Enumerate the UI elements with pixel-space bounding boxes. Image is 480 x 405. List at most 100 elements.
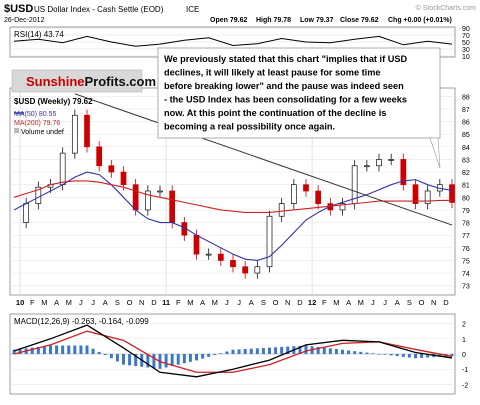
macd-histogram-bar [146, 354, 150, 368]
rsi-line [13, 35, 453, 47]
macd-histogram-bar [268, 347, 271, 354]
macd-histogram-bar [42, 346, 46, 354]
candle-body [290, 184, 297, 204]
candle-body [23, 203, 30, 223]
macd-line [13, 324, 453, 378]
macd-histogram-bar [280, 346, 284, 354]
price-x-tick-label: F [30, 298, 35, 307]
price-x-tick-label: M [212, 298, 218, 307]
macd-histogram-bar [152, 354, 156, 369]
price-x-tick-label: N [139, 298, 144, 307]
price-x-tick-label: D [443, 298, 449, 307]
macd-histogram-bar [18, 349, 22, 354]
price-x-tick-label: M [358, 298, 364, 307]
candle-body [376, 159, 382, 167]
price-y-tick-label: 83 [462, 157, 470, 164]
macd-histogram-bar [328, 348, 332, 354]
annotation-line: now. At this point the continuation of t… [164, 108, 386, 118]
price-x-tick-label: J [225, 298, 229, 307]
macd-histogram-bar [426, 354, 430, 358]
macd-histogram-bar [353, 351, 357, 354]
high-value: High 79.78 [256, 17, 291, 24]
candle-body [84, 114, 90, 148]
macd-histogram-bar [407, 354, 411, 358]
trendline [74, 93, 453, 226]
macd-histogram-bar [316, 346, 320, 354]
price-y-tick-label: 87 [462, 107, 470, 114]
price-x-tick-label: 10 [16, 298, 24, 307]
price-x-tick-label: 12 [308, 298, 316, 307]
price-y-tick-label: 74 [462, 271, 470, 278]
candle-body [120, 171, 127, 186]
price-y-tick-label: 73 [462, 284, 470, 291]
macd-histogram-bar [91, 348, 95, 354]
annotation-line: before breaking lower" and the pause was… [164, 81, 404, 91]
annotation-box [157, 47, 441, 139]
candle-body [217, 253, 224, 261]
price-y-tick-label: 88 [462, 94, 470, 101]
annotation-line: - the USD Index has been consolidating f… [164, 95, 407, 105]
price-x-tick-label: D [297, 298, 303, 307]
macd-histogram-bar [225, 351, 229, 354]
price-y-tick-label: 81 [462, 183, 470, 190]
candle-body [363, 165, 370, 168]
price-x-tick-label: A [103, 298, 108, 307]
macd-histogram-bar [401, 354, 405, 357]
price-x-tick-label: J [237, 298, 241, 307]
exchange: ICE [186, 5, 199, 14]
macd-histogram-bar [298, 345, 302, 354]
ma200-legend-label: MA(200) 79.76 [14, 120, 60, 127]
macd-histogram-bar [389, 354, 393, 356]
price-x-tick-label: S [407, 298, 412, 307]
logo-box [11, 69, 143, 93]
macd-y-tick-label: -1 [462, 367, 468, 374]
price-x-tick-label: M [41, 298, 47, 307]
price-x-tick-label: J [91, 298, 95, 307]
price-x-tick-label: F [176, 298, 181, 307]
macd-histogram-bar [383, 354, 387, 355]
candle-body [205, 253, 212, 256]
macd-histogram-bar [61, 345, 65, 354]
macd-histogram-bar [85, 345, 89, 354]
candle-body [132, 184, 139, 211]
macd-histogram-bar [128, 354, 132, 366]
macd-histogram-bar [255, 348, 259, 354]
macd-histogram-bar [286, 346, 290, 354]
low-value: Low 79.37 [300, 17, 334, 24]
price-y-tick-label: 82 [462, 170, 470, 177]
macd-histogram-bar [359, 351, 363, 354]
price-x-tick-label: S [261, 298, 266, 307]
rsi-y-tick-label: 90 [462, 26, 470, 33]
candle-body [144, 190, 151, 211]
macd-histogram-bar [134, 354, 138, 367]
price-y-tick-label: 84 [462, 145, 470, 152]
instrument-name: US Dollar Index - Cash Settle (EOD) [34, 5, 164, 14]
price-y-tick-label: 86 [462, 120, 470, 127]
price-x-tick-label: S [115, 298, 120, 307]
candle-body [315, 190, 322, 204]
macd-histogram-bar [438, 354, 442, 357]
price-x-tick-label: M [333, 298, 339, 307]
candle-body [96, 146, 103, 167]
macd-histogram-bar [322, 347, 326, 354]
price-x-tick-label: J [79, 298, 83, 307]
price-x-tick-label: 11 [162, 298, 170, 307]
annotation-pointer [429, 137, 441, 169]
macd-histogram-bar [164, 354, 168, 368]
ma50-line [13, 171, 453, 261]
macd-y-tick-label: 0 [462, 352, 466, 359]
macd-histogram-bar [365, 352, 369, 354]
symbol: $USD [4, 3, 33, 15]
price-x-tick-label: A [200, 298, 205, 307]
macd-histogram-bar [347, 350, 351, 354]
price-x-tick-label: F [322, 298, 327, 307]
candle-body [169, 190, 176, 223]
macd-histogram-bar [170, 354, 174, 367]
candle-body [59, 152, 66, 186]
annotation-text: We previously stated that this chart "im… [164, 54, 407, 132]
price-x-tick-label: A [395, 298, 400, 307]
macd-histogram-bar [213, 354, 217, 356]
candle-body [449, 184, 455, 203]
price-legend-title: $USD (Weekly) 79.62 [14, 97, 93, 106]
logo: SunshineProfits.com [26, 74, 156, 89]
